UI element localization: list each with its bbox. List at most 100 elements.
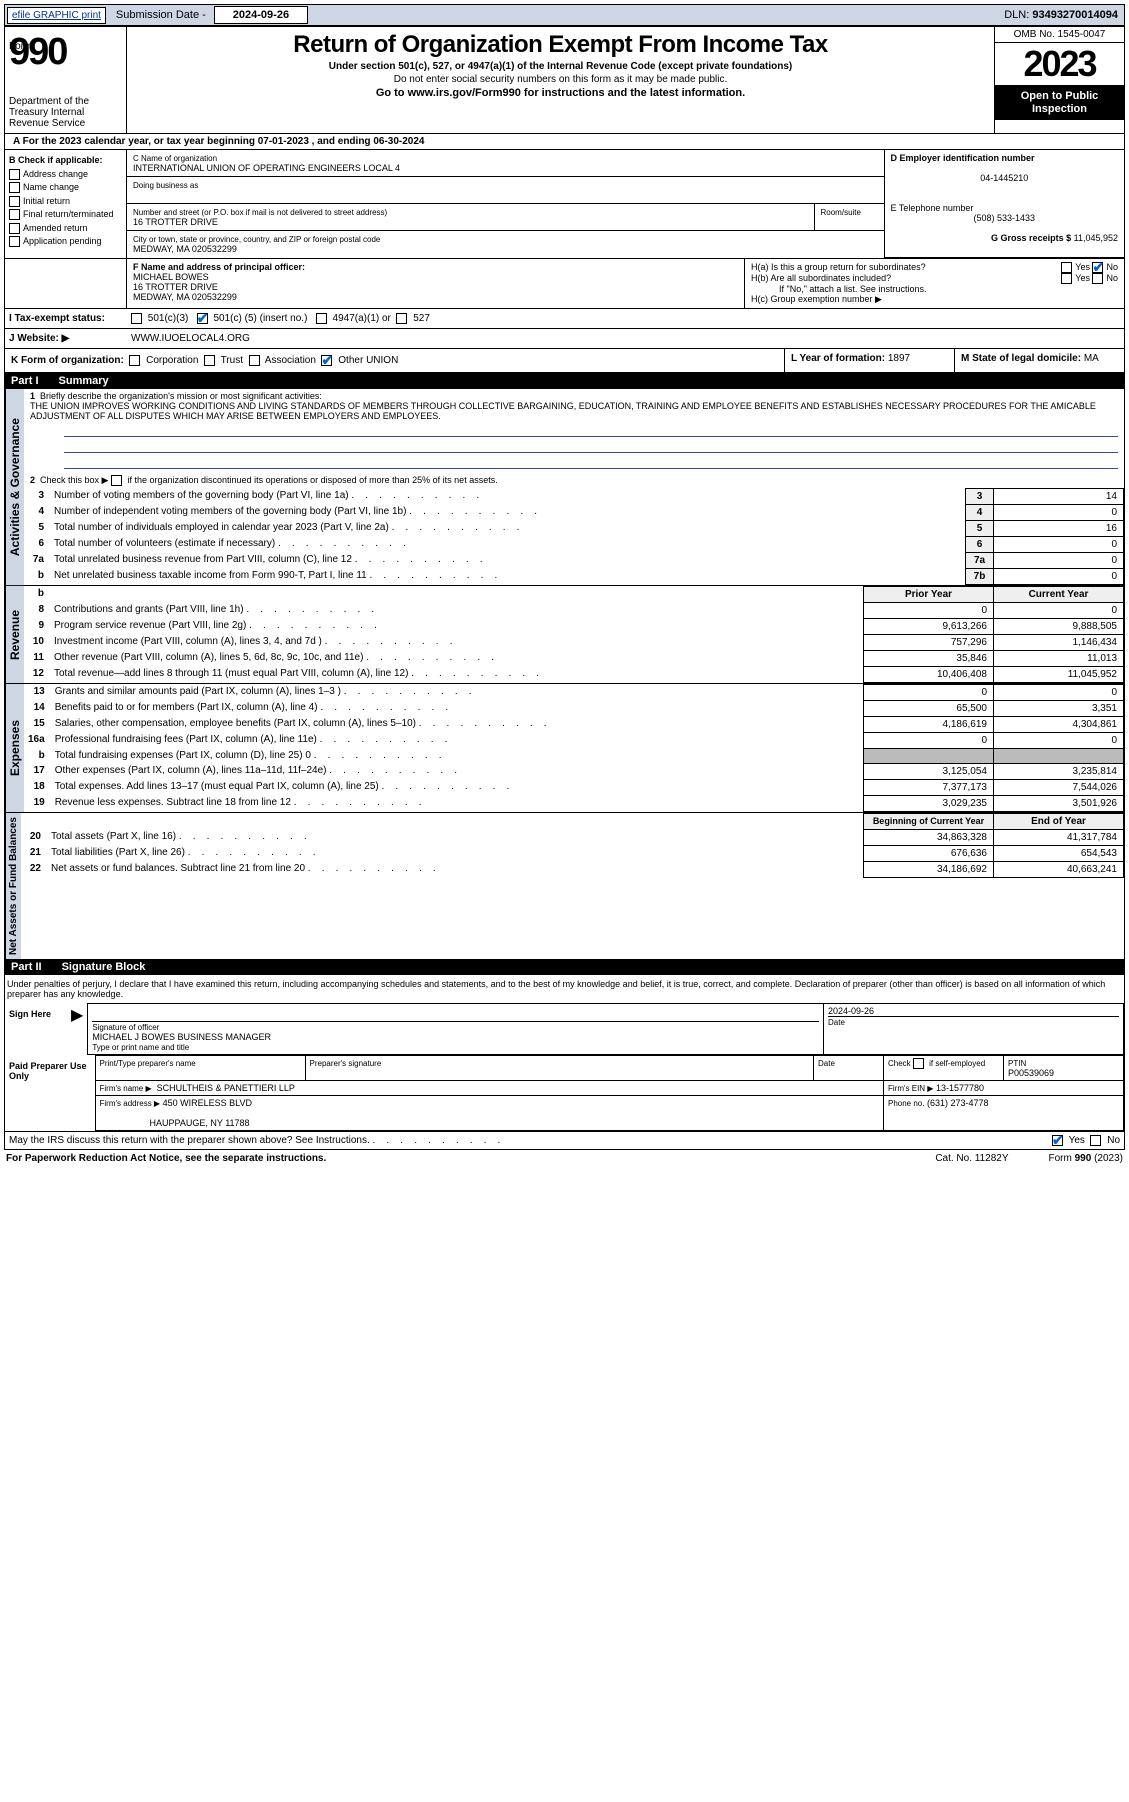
firm-addr2: HAUPPAUGE, NY 11788 [150, 1118, 250, 1128]
line-number: 16a [24, 732, 51, 748]
current-year-value: 9,888,505 [994, 618, 1124, 634]
officer-name: MICHAEL BOWES [133, 272, 209, 282]
prior-year-value: 7,377,173 [864, 779, 994, 795]
dln-label: DLN: [1004, 9, 1029, 21]
check-4947[interactable] [316, 313, 327, 324]
box-f: F Name and address of principal officer:… [127, 259, 744, 308]
check-hb-yes[interactable] [1061, 273, 1072, 284]
check-amended-return[interactable] [9, 223, 20, 234]
prior-year-value: 676,636 [864, 845, 994, 861]
line-text: Total number of individuals employed in … [50, 520, 966, 536]
efile-print-link[interactable]: efile GRAPHIC print [7, 7, 106, 24]
form-title: Return of Organization Exempt From Incom… [133, 31, 988, 59]
ptin-value: P00539069 [1008, 1068, 1054, 1078]
part1-netassets: Net Assets or Fund Balances Beginning of… [5, 812, 1124, 959]
line-number: 8 [24, 602, 50, 618]
line-text: Revenue less expenses. Subtract line 18 … [51, 795, 864, 811]
line-text: Total unrelated business revenue from Pa… [50, 552, 966, 568]
check-discontinued[interactable] [111, 475, 122, 486]
check-corporation[interactable] [129, 355, 140, 366]
table-row: 21Total liabilities (Part X, line 26)676… [21, 845, 1124, 861]
line-number: 3 [24, 488, 50, 504]
expenses-table: 13Grants and similar amounts paid (Part … [24, 684, 1124, 812]
check-trust[interactable] [204, 355, 215, 366]
line-text: Program service revenue (Part VIII, line… [50, 618, 864, 634]
department-label: Department of the Treasury Internal Reve… [9, 96, 122, 129]
check-ha-no[interactable] [1092, 262, 1103, 273]
check-hb-no[interactable] [1092, 273, 1103, 284]
check-discuss-yes[interactable] [1052, 1135, 1063, 1146]
inspect-line2: Inspection [1032, 103, 1087, 115]
line-ref: 3 [966, 488, 994, 504]
year-formation: 1897 [888, 353, 910, 364]
label-trust: Trust [221, 355, 243, 366]
form-header: Form 990 Department of the Treasury Inte… [5, 27, 1124, 134]
dln-value: 93493270014094 [1032, 9, 1118, 21]
check-application-pending[interactable] [9, 236, 20, 247]
check-501c3[interactable] [131, 313, 142, 324]
line-text: Net unrelated business taxable income fr… [50, 568, 966, 584]
table-row: 7aTotal unrelated business revenue from … [24, 552, 1124, 568]
part1-expenses: Expenses 13Grants and similar amounts pa… [5, 683, 1124, 812]
check-final-return[interactable] [9, 209, 20, 220]
f-h-row: F Name and address of principal officer:… [5, 259, 1124, 309]
check-527[interactable] [396, 313, 407, 324]
firm-name: SCHULTHEIS & PANETTIERI LLP [157, 1083, 295, 1093]
box-g-label: G Gross receipts $ [991, 233, 1071, 243]
line-text: Total assets (Part X, line 16) [47, 829, 864, 845]
check-501c[interactable] [197, 313, 208, 324]
table-row: 18Total expenses. Add lines 13–17 (must … [24, 779, 1124, 795]
dln: DLN: 93493270014094 [1004, 9, 1124, 21]
form-subtitle-1: Under section 501(c), 527, or 4947(a)(1)… [133, 61, 988, 72]
check-other[interactable] [321, 355, 332, 366]
prior-year-value: 34,863,328 [864, 829, 994, 845]
prior-year-value [864, 748, 994, 763]
current-year-value: 11,045,952 [994, 666, 1124, 682]
footer-left: For Paperwork Reduction Act Notice, see … [6, 1153, 326, 1164]
box-f-label: F Name and address of principal officer: [133, 262, 305, 272]
form-title-cell: Return of Organization Exempt From Incom… [127, 27, 994, 133]
label-final-return: Final return/terminated [23, 209, 114, 219]
form-go-line: Go to www.irs.gov/Form990 for instructio… [133, 87, 988, 99]
check-ha-yes[interactable] [1061, 262, 1072, 273]
label-hb-yes: Yes [1075, 273, 1090, 283]
netassets-table: Beginning of Current Year End of Year 20… [21, 813, 1124, 878]
form-year-cell: OMB No. 1545-0047 2023 Open to Public In… [994, 27, 1124, 133]
check-initial-return[interactable] [9, 196, 20, 207]
line-number: 13 [24, 684, 51, 700]
q1-label: Briefly describe the organization's miss… [40, 391, 322, 401]
line-text: Total fundraising expenses (Part IX, col… [51, 748, 864, 763]
table-row: 8Contributions and grants (Part VIII, li… [24, 602, 1124, 618]
line-value: 0 [994, 504, 1124, 520]
city-label: City or town, state or province, country… [133, 235, 380, 244]
table-row: 5Total number of individuals employed in… [24, 520, 1124, 536]
topbar: efile GRAPHIC print Submission Date - 20… [4, 4, 1125, 26]
side-label-governance: Activities & Governance [5, 389, 24, 585]
check-discuss-no[interactable] [1090, 1135, 1101, 1146]
line-number: b [24, 748, 51, 763]
table-row: 15Salaries, other compensation, employee… [24, 716, 1124, 732]
box-b: B Check if applicable: Address change Na… [5, 150, 127, 258]
side-label-revenue: Revenue [5, 586, 24, 683]
current-year-value: 11,013 [994, 650, 1124, 666]
firm-name-label: Firm's name ▶ [100, 1084, 152, 1093]
check-self-employed[interactable] [913, 1058, 924, 1069]
dba-label: Doing business as [133, 181, 198, 190]
room-label: Room/suite [821, 208, 861, 217]
firm-ein-label: Firm's EIN ▶ [888, 1084, 933, 1093]
form-word: Form [9, 41, 32, 52]
check-name-change[interactable] [9, 182, 20, 193]
line-text: Total revenue—add lines 8 through 11 (mu… [50, 666, 864, 682]
line-text: Contributions and grants (Part VIII, lin… [50, 602, 864, 618]
label-527: 527 [413, 313, 430, 324]
firm-phone-label: Phone no. [888, 1099, 924, 1108]
current-year-value: 0 [994, 602, 1124, 618]
label-association: Association [265, 355, 316, 366]
form-number: 990 [9, 31, 66, 73]
line-number: 9 [24, 618, 50, 634]
underline [64, 425, 1118, 437]
check-association[interactable] [249, 355, 260, 366]
line-value: 0 [994, 552, 1124, 568]
label-ha-no: No [1106, 262, 1118, 272]
check-address-change[interactable] [9, 169, 20, 180]
